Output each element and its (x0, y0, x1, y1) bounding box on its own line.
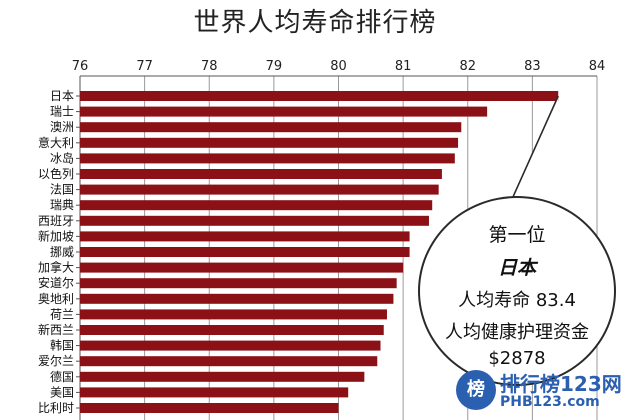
callout-health-spend-label: 人均健康护理资金 (445, 322, 589, 343)
watermark-text: 排行榜123网 (500, 372, 622, 396)
bar (80, 356, 378, 367)
x-tick-label: 83 (524, 59, 541, 74)
x-tick-label: 76 (72, 59, 89, 74)
category-label: 法国 (50, 183, 74, 197)
bar (80, 309, 387, 320)
category-label: 日本 (50, 89, 74, 103)
category-label: 奥地利 (38, 292, 74, 306)
x-tick-label: 77 (136, 59, 153, 74)
bar (80, 184, 439, 195)
bar (80, 200, 433, 211)
bar (80, 153, 455, 164)
category-label: 新加坡 (38, 228, 74, 243)
category-label: 安道尔 (38, 275, 74, 290)
chart-title: 世界人均寿命排行榜 (193, 8, 437, 38)
category-label: 瑞士 (50, 105, 74, 119)
category-label: 意大利 (38, 135, 74, 150)
watermark-url: PHB123.com (500, 394, 600, 410)
callout-life-expectancy: 人均寿命 83.4 (458, 290, 576, 311)
category-label: 瑞典 (50, 198, 74, 212)
x-tick-label: 82 (459, 59, 476, 74)
bar (80, 247, 410, 257)
bar (80, 403, 339, 413)
category-label: 美国 (50, 385, 74, 399)
category-label: 冰岛 (50, 150, 74, 165)
bar (80, 106, 488, 117)
category-label: 荷兰 (50, 307, 74, 321)
x-tick-label: 84 (589, 59, 606, 74)
category-label: 西班牙 (38, 214, 74, 228)
bar (80, 231, 410, 242)
bar (80, 293, 394, 304)
top-rank-callout: 第一位 日本 人均寿命 83.4 人均健康护理资金 $2878 (418, 196, 616, 386)
category-label: 韩国 (50, 338, 74, 353)
watermark-logo-icon: 榜 (456, 370, 496, 410)
callout-rank: 第一位 (488, 224, 546, 246)
x-tick-label: 79 (266, 59, 283, 74)
x-tick-label: 81 (395, 59, 412, 74)
bar (80, 215, 429, 226)
bar (80, 387, 349, 398)
bar (80, 340, 381, 351)
callout-country: 日本 (497, 257, 536, 279)
callout-health-spend-value: $2878 (488, 348, 546, 369)
bar (80, 169, 442, 179)
bar (80, 325, 384, 335)
x-tick-label: 78 (201, 59, 218, 74)
category-label: 新西兰 (38, 322, 74, 337)
x-tick-label: 80 (330, 59, 347, 74)
category-label: 比利时 (38, 401, 74, 415)
category-label: 以色列 (38, 167, 74, 181)
bar (80, 91, 559, 101)
category-label: 澳洲 (50, 120, 74, 134)
bar (80, 122, 462, 133)
bar (80, 262, 404, 273)
bar (80, 278, 397, 289)
category-label: 爱尔兰 (38, 353, 74, 368)
bar (80, 137, 459, 148)
category-label: 德国 (50, 369, 74, 384)
category-label: 挪威 (50, 245, 74, 259)
site-watermark: 榜 排行榜123网 PHB123.com (456, 368, 626, 418)
bar (80, 371, 365, 382)
category-label: 加拿大 (38, 260, 74, 275)
